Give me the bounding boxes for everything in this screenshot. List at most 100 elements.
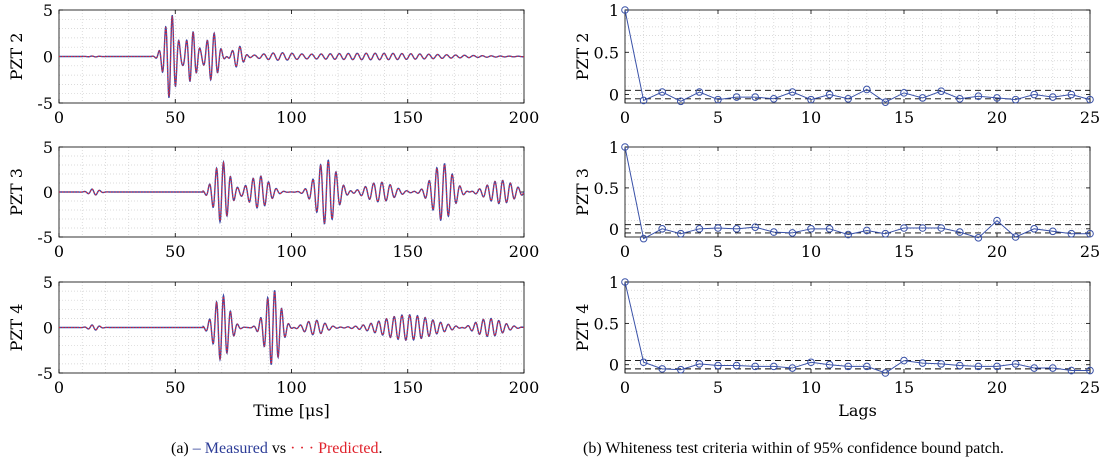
y-tick-label: 0.5	[594, 179, 619, 198]
x-tick-label: 15	[894, 108, 914, 127]
acf-point	[825, 360, 834, 369]
x-tick-label: 25	[1080, 242, 1100, 261]
acf-point	[732, 225, 741, 233]
acf-point	[751, 93, 760, 101]
predicted-legend-symbol: · · ·	[290, 440, 315, 457]
acf-point	[732, 361, 741, 370]
acf-point	[714, 224, 722, 232]
acf-point	[844, 362, 853, 371]
y-tick-label: -5	[37, 364, 53, 383]
x-tick-label: 10	[801, 108, 821, 127]
x-tick-label: 25	[1080, 108, 1100, 127]
acf-point	[770, 362, 778, 371]
acf-point	[993, 216, 1001, 225]
y-tick-label: -5	[37, 94, 53, 113]
x-axis-label: Time [μs]	[253, 401, 330, 420]
measured-legend-label: Measured	[204, 440, 268, 457]
left-caption: (a) – Measured vs · · · Predicted.	[171, 440, 383, 458]
y-axis-label: PZT 3	[573, 168, 592, 216]
left-caption-suffix: .	[378, 440, 383, 457]
acf-point	[863, 85, 871, 94]
acf-point	[900, 356, 908, 365]
x-tick-label: 15	[894, 242, 914, 261]
left-caption-prefix: (a)	[171, 440, 189, 457]
x-axis-label: Lags	[838, 401, 877, 420]
acf-point	[677, 229, 685, 238]
acf-point	[788, 88, 797, 96]
x-tick-label: 25	[1080, 378, 1100, 397]
y-axis-label: PZT 2	[573, 33, 592, 81]
acf-point	[788, 229, 797, 237]
x-tick-label: 150	[392, 108, 423, 127]
acf-point	[993, 94, 1001, 102]
acf-point	[1049, 364, 1057, 372]
y-tick-label: 5	[43, 1, 53, 20]
acf-point	[1086, 95, 1094, 104]
x-tick-label: 200	[509, 242, 540, 261]
acf-point	[621, 143, 629, 151]
acf-point	[807, 225, 815, 233]
y-tick-label: 0.5	[594, 43, 619, 62]
x-tick-label: 50	[165, 108, 185, 127]
x-tick-label: 50	[165, 378, 185, 397]
x-tick-label: 200	[509, 378, 540, 397]
acf-point	[1067, 90, 1076, 99]
acf-point	[770, 94, 778, 103]
x-tick-label: 100	[276, 108, 307, 127]
acf-point	[1049, 93, 1057, 101]
acf-point	[677, 97, 685, 106]
acf-point	[807, 358, 815, 367]
x-tick-label: 5	[713, 242, 723, 261]
x-tick-label: 100	[276, 242, 307, 261]
acf-point	[677, 365, 685, 374]
acf-point	[825, 90, 834, 99]
acf-point	[695, 360, 704, 368]
acf-point	[695, 88, 704, 96]
acf-point	[918, 94, 927, 102]
acf-point	[863, 362, 871, 371]
acf-point	[658, 225, 667, 233]
y-tick-label: 5	[43, 273, 53, 292]
subplot-b3: 0 5 10 15 20 25 0 0.5 1 PZT 4 Lags	[573, 273, 1100, 420]
y-tick-label: 1	[609, 1, 619, 20]
acf-line	[624, 281, 1090, 374]
acf-point	[621, 6, 629, 14]
acf-point	[956, 361, 964, 370]
x-tick-label: 20	[987, 242, 1007, 261]
x-tick-label: 0	[620, 242, 630, 261]
acf-point	[639, 358, 648, 367]
x-tick-label: 0	[620, 108, 630, 127]
y-axis-label: PZT 4	[573, 304, 592, 352]
y-tick-label: 0	[609, 220, 619, 239]
series-predicted	[59, 160, 525, 224]
acf-point	[714, 361, 722, 370]
acf-point	[1011, 360, 1020, 368]
acf-point	[900, 89, 908, 97]
x-tick-label: 20	[987, 108, 1007, 127]
acf-point	[788, 364, 797, 372]
acf-point	[844, 230, 853, 239]
acf-point	[770, 228, 778, 236]
acf-point	[956, 94, 964, 103]
acf-point	[881, 229, 890, 238]
y-tick-label: -5	[37, 228, 53, 247]
x-tick-label: 5	[713, 378, 723, 397]
x-tick-label: 10	[801, 242, 821, 261]
acf-point	[1067, 366, 1076, 375]
y-axis-label: PZT 2	[7, 33, 26, 81]
acf-point	[937, 360, 946, 368]
acf-point	[918, 224, 927, 232]
x-tick-label: 0	[54, 242, 64, 261]
acf-point	[993, 362, 1001, 371]
x-tick-label: 15	[894, 378, 914, 397]
acf-point	[937, 87, 946, 95]
x-tick-label: 0	[54, 378, 64, 397]
subplot-b1: 0 5 10 15 20 25 0 0.5 1 PZT 2	[573, 1, 1100, 127]
acf-point	[1067, 229, 1076, 238]
acf-point	[1049, 227, 1057, 236]
acf-point	[1030, 90, 1038, 99]
x-tick-label: 5	[713, 108, 723, 127]
acf-point	[714, 95, 722, 104]
predicted-legend-label: Predicted	[318, 440, 379, 457]
